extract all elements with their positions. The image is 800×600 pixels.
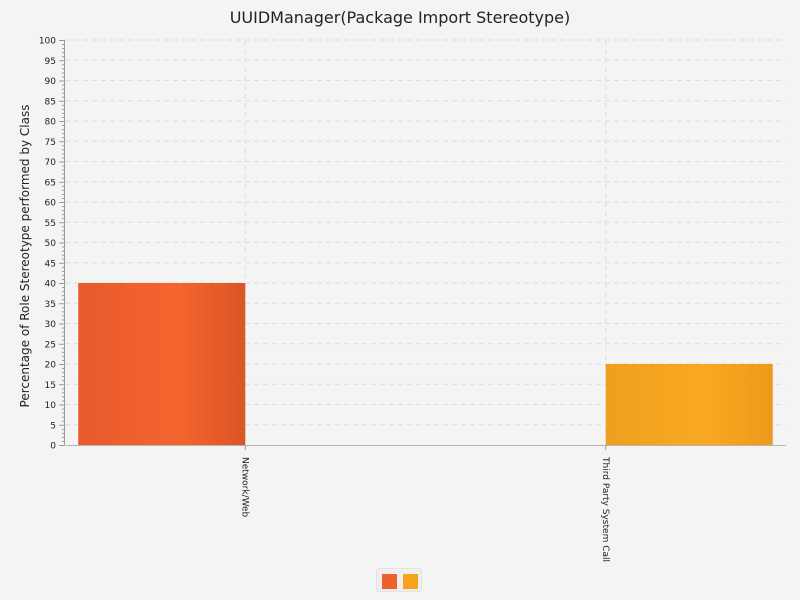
y-tick-label: 35 <box>45 300 56 310</box>
y-tick-label: 50 <box>45 239 57 249</box>
legend <box>376 568 422 592</box>
axes: 0 5 10 15 20 25 30 35 40 45 50 55 60 65 70 75 80 85 90 95 10… <box>39 37 786 562</box>
y-tick-label: 10 <box>45 401 57 411</box>
y-tick-label: 75 <box>45 138 56 148</box>
chart-title: UUIDManager(Package Import Stereotype) <box>229 8 571 27</box>
y-tick-label: 90 <box>45 77 57 87</box>
y-tick-label: 80 <box>45 118 57 128</box>
y-tick-label: 20 <box>45 361 57 371</box>
legend-swatch-series-2 <box>403 574 418 589</box>
y-tick-label: 100 <box>39 37 56 47</box>
bar <box>78 283 246 445</box>
y-tick-label: 55 <box>45 219 56 229</box>
y-tick-label: 15 <box>45 381 56 391</box>
y-tick-label: 60 <box>45 199 57 209</box>
y-tick-label: 95 <box>45 57 56 67</box>
y-tick-label: 25 <box>45 340 56 350</box>
x-tick-label: Network/Web <box>239 457 249 518</box>
y-axis-label: Percentage of Role Stereotype performed … <box>18 105 32 408</box>
y-tick-label: 65 <box>45 178 56 188</box>
y-tick-label: 30 <box>45 320 57 330</box>
bar <box>605 364 773 445</box>
legend-swatch-series-1 <box>382 574 397 589</box>
y-tick-label: 45 <box>45 259 56 269</box>
y-tick-label: 5 <box>50 421 56 431</box>
x-tick-label: Third Party System Call <box>600 456 610 562</box>
bars <box>78 283 773 445</box>
y-tick-label: 85 <box>45 97 56 107</box>
y-tick-label: 0 <box>50 442 56 452</box>
y-tick-label: 40 <box>45 280 57 290</box>
y-tick-label: 70 <box>45 158 57 168</box>
